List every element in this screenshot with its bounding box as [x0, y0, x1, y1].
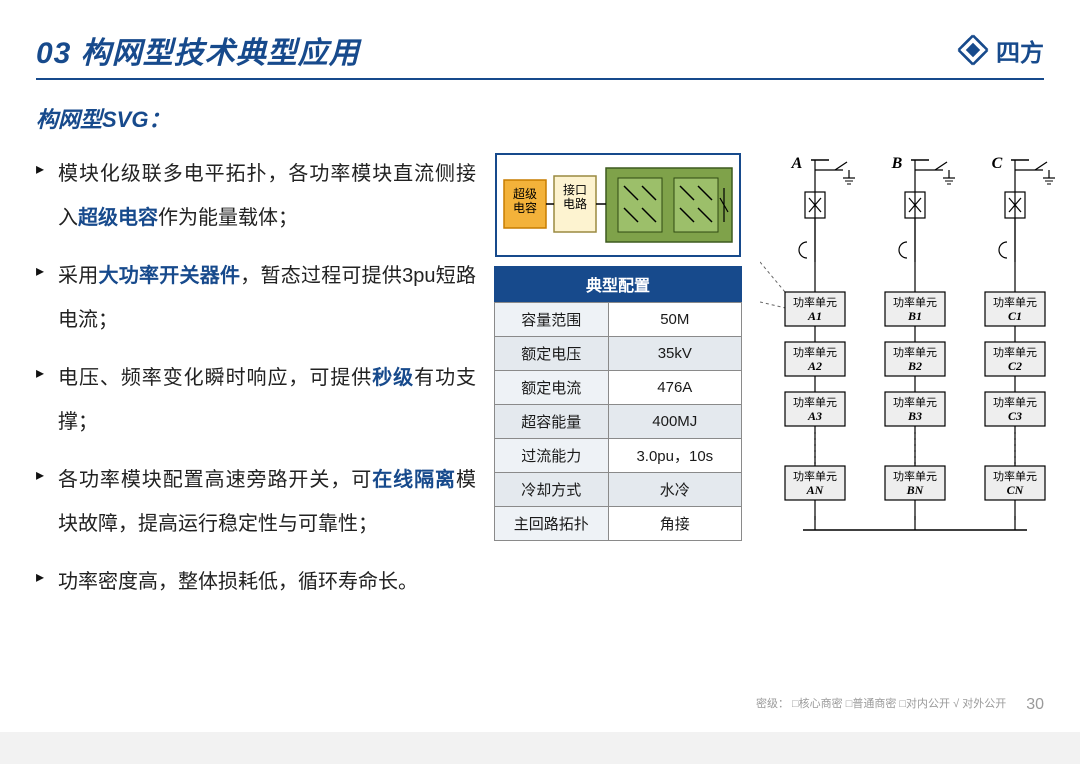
- config-key: 额定电压: [495, 337, 609, 371]
- config-value: 35kV: [608, 337, 741, 371]
- config-key: 额定电流: [495, 371, 609, 405]
- bullet-item: 模块化级联多电平拓扑，各功率模块直流侧接入超级电容作为能量载体；: [36, 152, 476, 240]
- bullet-item: 功率密度高，整体损耗低，循环寿命长。: [36, 560, 476, 604]
- svg-text:A2: A2: [807, 359, 822, 373]
- brand-logo-icon: [956, 33, 990, 67]
- config-row: 额定电流476A: [495, 371, 742, 405]
- svg-text:A3: A3: [807, 409, 822, 423]
- config-value: 角接: [608, 507, 741, 541]
- config-key: 超容能量: [495, 405, 609, 439]
- slide-footer: 密级： □核心商密 □普通商密 □对内公开 √ 对外公开 30: [36, 696, 1044, 714]
- config-value: 400MJ: [608, 405, 741, 439]
- slide-body: 模块化级联多电平拓扑，各功率模块直流侧接入超级电容作为能量载体； 采用大功率开关器…: [36, 152, 1044, 618]
- bullet-list: 模块化级联多电平拓扑，各功率模块直流侧接入超级电容作为能量载体； 采用大功率开关器…: [36, 152, 476, 604]
- svg-text:B2: B2: [907, 359, 922, 373]
- module-diagram: 超级电容 接口电路: [494, 152, 742, 258]
- config-value: 水冷: [608, 473, 741, 507]
- config-table-wrap: 典型配置 容量范围50M额定电压35kV额定电流476A超容能量400MJ过流能…: [494, 266, 742, 541]
- svg-text:B1: B1: [907, 309, 922, 323]
- svg-text:功率单元: 功率单元: [793, 469, 837, 483]
- section-subtitle: 构网型SVG：: [36, 102, 1044, 134]
- bullet-keyword: 大功率开关器件: [99, 265, 241, 287]
- svg-text:功率单元: 功率单元: [793, 395, 837, 409]
- svg-text:功率单元: 功率单元: [993, 395, 1037, 409]
- topology-column: A功率单元A1功率单元A2功率单元A3功率单元ANB功率单元B1功率单元B2功率…: [760, 152, 1070, 618]
- bullets-column: 模块化级联多电平拓扑，各功率模块直流侧接入超级电容作为能量载体； 采用大功率开关器…: [36, 152, 476, 618]
- classification-text: 密级： □核心商密 □普通商密 □对内公开 √ 对外公开: [756, 696, 1006, 713]
- bullet-text: 采用: [58, 265, 99, 287]
- config-key: 过流能力: [495, 439, 609, 473]
- bullet-text: 功率密度高，整体损耗低，循环寿命长。: [58, 571, 418, 593]
- svg-text:功率单元: 功率单元: [993, 345, 1037, 359]
- page-number: 30: [1026, 696, 1044, 714]
- bullet-text: 作为能量载体；: [158, 207, 298, 229]
- config-value: 50M: [608, 303, 741, 337]
- slide-title: 03 构网型技术典型应用: [36, 28, 360, 72]
- bottom-grey-bar: [0, 732, 1080, 764]
- config-key: 冷却方式: [495, 473, 609, 507]
- svg-text:功率单元: 功率单元: [893, 469, 937, 483]
- config-row: 过流能力3.0pu，10s: [495, 439, 742, 473]
- svg-text:功率单元: 功率单元: [893, 345, 937, 359]
- svg-text:B3: B3: [907, 409, 922, 423]
- title-rule: [36, 78, 1044, 80]
- bullet-text: 各功率模块配置高速旁路开关，可: [58, 469, 372, 491]
- brand-logo: 四方: [956, 33, 1044, 68]
- svg-text:功率单元: 功率单元: [993, 469, 1037, 483]
- bullet-item: 电压、频率变化瞬时响应，可提供秒级有功支撑；: [36, 356, 476, 444]
- bullet-keyword: 秒级: [372, 367, 414, 389]
- svg-text:功率单元: 功率单元: [793, 295, 837, 309]
- config-key: 容量范围: [495, 303, 609, 337]
- svg-text:功率单元: 功率单元: [993, 295, 1037, 309]
- svg-text:C2: C2: [1008, 359, 1022, 373]
- svg-text:AN: AN: [806, 483, 825, 497]
- config-table-title: 典型配置: [494, 266, 742, 302]
- config-row: 容量范围50M: [495, 303, 742, 337]
- brand-name: 四方: [996, 33, 1044, 68]
- slide-root: 03 构网型技术典型应用 四方 构网型SVG： 模块化级联多电平拓扑，各功率模块: [0, 0, 1080, 764]
- middle-column: 超级电容 接口电路 典型配置 容量范围50M额定电压35kV额定电流476A超容能…: [494, 152, 742, 618]
- bullet-item: 采用大功率开关器件，暂态过程可提供3pu短路电流；: [36, 254, 476, 342]
- svg-text:C3: C3: [1008, 409, 1022, 423]
- topology-diagram: A功率单元A1功率单元A2功率单元A3功率单元ANB功率单元B1功率单元B2功率…: [760, 152, 1070, 602]
- bullet-item: 各功率模块配置高速旁路开关，可在线隔离模块故障，提高运行稳定性与可靠性；: [36, 458, 476, 546]
- svg-text:C1: C1: [1008, 309, 1022, 323]
- svg-text:C: C: [992, 155, 1003, 172]
- config-key: 主回路拓扑: [495, 507, 609, 541]
- bullet-keyword: 在线隔离: [372, 469, 456, 491]
- svg-text:CN: CN: [1007, 483, 1025, 497]
- bullet-keyword: 超级电容: [78, 207, 158, 229]
- svg-text:功率单元: 功率单元: [793, 345, 837, 359]
- svg-text:接口电路: 接口电路: [563, 182, 587, 211]
- svg-text:功率单元: 功率单元: [893, 295, 937, 309]
- svg-text:A1: A1: [807, 309, 822, 323]
- svg-text:超级电容: 超级电容: [513, 186, 537, 215]
- bullet-text: 电压、频率变化瞬时响应，可提供: [58, 367, 372, 389]
- slide-header: 03 构网型技术典型应用 四方: [36, 28, 1044, 72]
- config-table: 容量范围50M额定电压35kV额定电流476A超容能量400MJ过流能力3.0p…: [494, 302, 742, 541]
- config-row: 冷却方式水冷: [495, 473, 742, 507]
- svg-text:BN: BN: [906, 483, 925, 497]
- config-value: 3.0pu，10s: [608, 439, 741, 473]
- svg-text:B: B: [891, 155, 903, 172]
- config-row: 主回路拓扑角接: [495, 507, 742, 541]
- svg-text:A: A: [791, 155, 803, 172]
- config-row: 超容能量400MJ: [495, 405, 742, 439]
- config-value: 476A: [608, 371, 741, 405]
- config-row: 额定电压35kV: [495, 337, 742, 371]
- svg-text:功率单元: 功率单元: [893, 395, 937, 409]
